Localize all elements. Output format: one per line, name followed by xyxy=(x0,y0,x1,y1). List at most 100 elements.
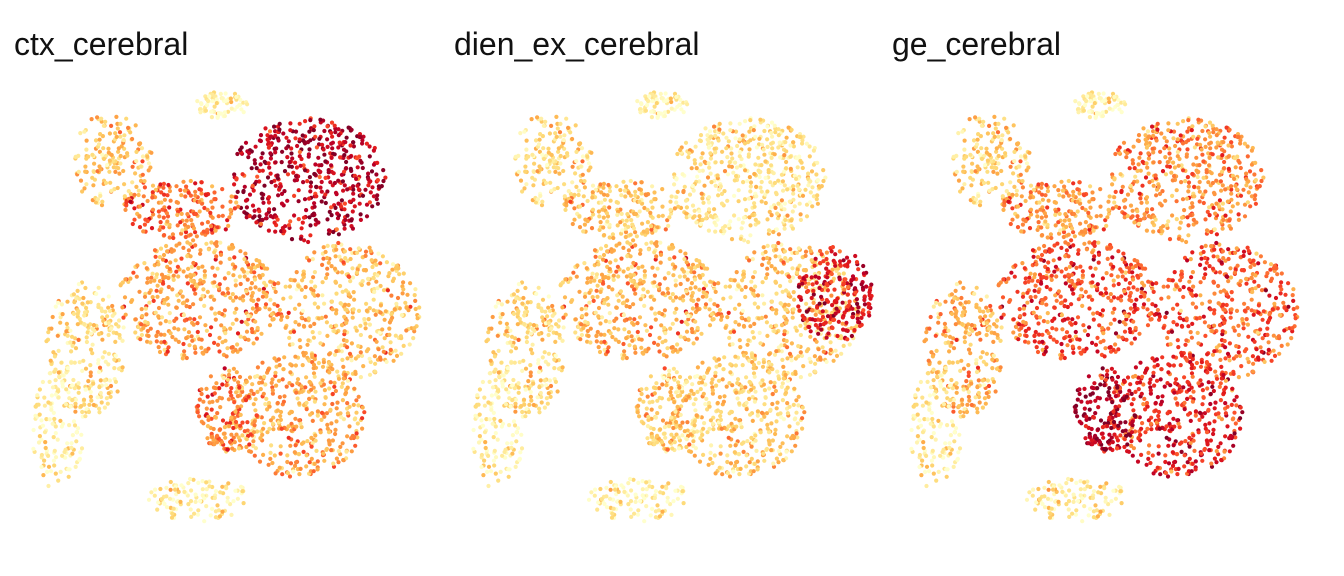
scatter-point xyxy=(207,94,212,99)
scatter-point xyxy=(728,443,733,448)
scatter-point xyxy=(371,194,376,199)
scatter-point xyxy=(332,266,338,271)
scatter-point xyxy=(138,164,143,169)
scatter-point xyxy=(257,287,262,292)
scatter-point xyxy=(804,214,810,219)
scatter-point xyxy=(258,221,263,226)
scatter-point xyxy=(251,443,256,448)
scatter-point xyxy=(140,159,145,164)
scatter-point xyxy=(200,264,205,269)
scatter-point xyxy=(733,136,738,141)
scatter-point xyxy=(349,449,354,454)
scatter-point xyxy=(293,160,298,165)
scatter-point xyxy=(555,121,560,126)
scatter-point xyxy=(606,182,611,188)
scatter-point xyxy=(97,149,102,154)
scatter-point xyxy=(652,250,657,255)
scatter-point xyxy=(363,321,368,326)
scatter-point xyxy=(305,179,310,184)
scatter-point xyxy=(577,214,582,219)
scatter-point xyxy=(791,197,796,202)
scatter-point xyxy=(650,265,655,270)
scatter-point xyxy=(725,172,731,177)
scatter-point xyxy=(357,263,362,268)
scatter-point xyxy=(304,407,309,412)
scatter-point xyxy=(413,306,418,312)
scatter-point xyxy=(123,207,128,212)
scatter-point xyxy=(601,281,606,286)
scatter-point xyxy=(116,366,122,371)
scatter-point xyxy=(399,313,404,318)
scatter-point xyxy=(46,400,51,405)
scatter-point xyxy=(301,449,306,454)
scatter-point xyxy=(627,316,633,321)
scatter-point xyxy=(191,226,197,231)
scatter-point xyxy=(238,97,243,102)
scatter-point xyxy=(107,378,112,383)
scatter-point xyxy=(236,380,241,385)
scatter-point xyxy=(518,131,523,136)
scatter-point xyxy=(549,123,554,128)
scatter-point xyxy=(294,270,299,275)
scatter-point xyxy=(197,281,202,286)
scatter-point xyxy=(325,422,330,427)
scatter-point xyxy=(581,325,586,331)
scatter-point xyxy=(159,200,164,205)
scatter-point xyxy=(215,503,220,508)
scatter-point xyxy=(170,232,175,237)
scatter-point xyxy=(326,430,332,435)
scatter-point xyxy=(367,144,372,149)
scatter-point xyxy=(59,302,64,307)
scatter-point xyxy=(511,292,516,297)
scatter-point xyxy=(338,301,343,306)
scatter-point xyxy=(492,354,497,359)
scatter-point xyxy=(656,214,661,219)
scatter-point xyxy=(79,404,84,409)
scatter-point xyxy=(772,266,778,271)
scatter-point xyxy=(556,324,561,329)
scatter-point xyxy=(250,203,256,208)
scatter-point xyxy=(273,289,278,294)
scatter-point xyxy=(623,234,628,240)
scatter-point xyxy=(245,102,250,107)
scatter-point xyxy=(536,285,541,290)
scatter-point xyxy=(173,258,178,263)
scatter-point xyxy=(263,283,269,288)
scatter-point xyxy=(803,253,808,258)
scatter-point xyxy=(197,315,203,320)
scatter-point xyxy=(182,489,187,494)
scatter-point xyxy=(782,183,787,188)
scatter-point xyxy=(330,146,335,151)
scatter-point xyxy=(97,365,103,370)
scatter-point xyxy=(143,217,148,222)
scatter-point xyxy=(570,136,575,142)
scatter-point xyxy=(714,364,719,369)
scatter-point xyxy=(622,188,628,193)
scatter-point xyxy=(141,194,146,199)
scatter-point xyxy=(673,295,679,300)
scatter-point xyxy=(667,246,672,251)
scatter-point xyxy=(612,318,617,323)
scatter-point xyxy=(538,167,543,172)
scatter-point xyxy=(268,456,273,461)
scatter-point xyxy=(493,378,498,383)
scatter-point xyxy=(614,269,619,274)
scatter-point xyxy=(710,421,716,426)
scatter-point xyxy=(219,440,225,445)
scatter-point xyxy=(268,151,273,156)
scatter-point xyxy=(634,234,639,239)
scatter-point xyxy=(821,168,826,173)
scatter-point xyxy=(753,284,758,289)
scatter-point xyxy=(279,191,285,196)
scatter-point xyxy=(729,151,734,156)
scatter-point xyxy=(63,455,68,460)
scatter-point xyxy=(199,180,204,185)
scatter-point xyxy=(590,207,596,212)
scatter-point xyxy=(96,302,101,307)
scatter-point xyxy=(245,277,250,282)
scatter-point xyxy=(700,196,705,201)
scatter-point xyxy=(745,342,750,347)
scatter-point xyxy=(69,441,74,446)
scatter-point xyxy=(687,375,693,380)
scatter-point xyxy=(202,273,207,278)
